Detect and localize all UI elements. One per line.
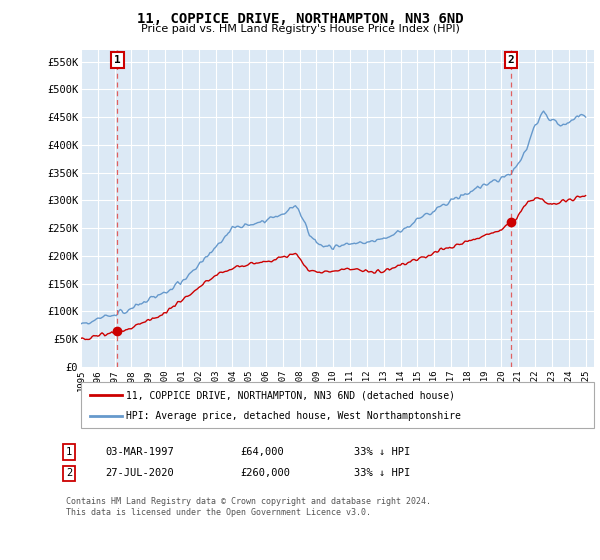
Text: £260,000: £260,000	[240, 468, 290, 478]
Text: 1: 1	[66, 447, 72, 457]
Text: 2: 2	[66, 468, 72, 478]
Text: HPI: Average price, detached house, West Northamptonshire: HPI: Average price, detached house, West…	[126, 410, 461, 421]
Text: Contains HM Land Registry data © Crown copyright and database right 2024.
This d: Contains HM Land Registry data © Crown c…	[66, 497, 431, 517]
Text: 27-JUL-2020: 27-JUL-2020	[105, 468, 174, 478]
Text: 33% ↓ HPI: 33% ↓ HPI	[354, 468, 410, 478]
Text: 2: 2	[508, 55, 514, 65]
Text: 11, COPPICE DRIVE, NORTHAMPTON, NN3 6ND (detached house): 11, COPPICE DRIVE, NORTHAMPTON, NN3 6ND …	[126, 390, 455, 400]
Text: 33% ↓ HPI: 33% ↓ HPI	[354, 447, 410, 457]
Text: Price paid vs. HM Land Registry's House Price Index (HPI): Price paid vs. HM Land Registry's House …	[140, 24, 460, 34]
Text: £64,000: £64,000	[240, 447, 284, 457]
Text: 11, COPPICE DRIVE, NORTHAMPTON, NN3 6ND: 11, COPPICE DRIVE, NORTHAMPTON, NN3 6ND	[137, 12, 463, 26]
Text: 1: 1	[114, 55, 121, 65]
Text: 03-MAR-1997: 03-MAR-1997	[105, 447, 174, 457]
